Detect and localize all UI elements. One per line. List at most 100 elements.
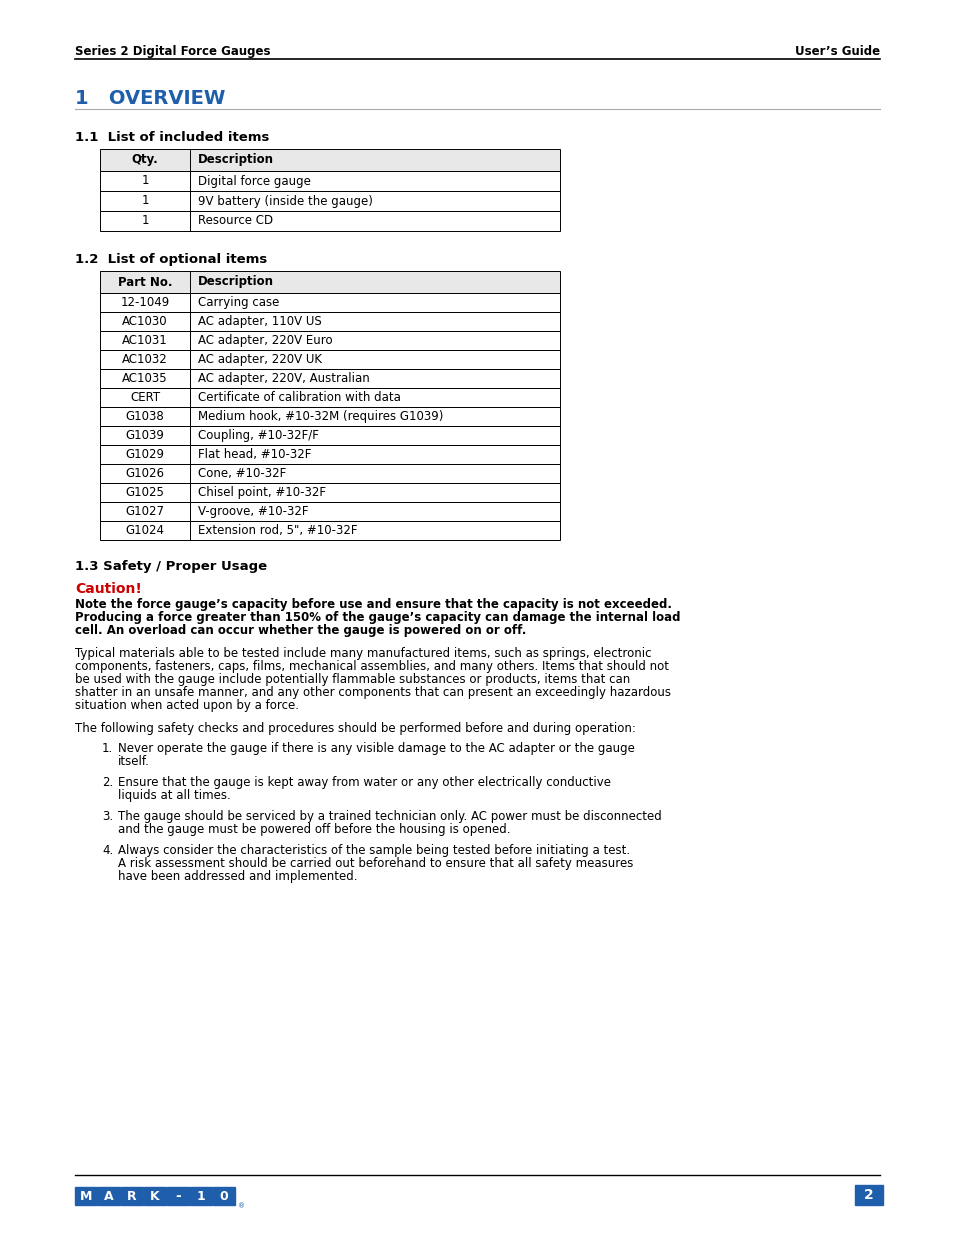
Text: 4.: 4. [102, 844, 113, 857]
FancyBboxPatch shape [98, 1187, 120, 1205]
Text: G1026: G1026 [126, 467, 164, 480]
Text: -: - [175, 1189, 181, 1203]
Text: R: R [127, 1189, 136, 1203]
Text: 1: 1 [141, 215, 149, 227]
Text: liquids at all times.: liquids at all times. [118, 789, 231, 802]
Text: Medium hook, #10-32M (requires G1039): Medium hook, #10-32M (requires G1039) [198, 410, 443, 424]
Text: The gauge should be serviced by a trained technician only. AC power must be disc: The gauge should be serviced by a traine… [118, 810, 661, 823]
FancyBboxPatch shape [100, 350, 559, 369]
Text: G1024: G1024 [126, 524, 164, 537]
Text: have been addressed and implemented.: have been addressed and implemented. [118, 869, 357, 883]
Text: G1039: G1039 [126, 429, 164, 442]
Text: AC1031: AC1031 [122, 333, 168, 347]
Text: 2.: 2. [102, 776, 113, 789]
Text: Carrying case: Carrying case [198, 296, 279, 309]
Text: 9V battery (inside the gauge): 9V battery (inside the gauge) [198, 194, 373, 207]
Text: 3.: 3. [102, 810, 113, 823]
Text: Note the force gauge’s capacity before use and ensure that the capacity is not e: Note the force gauge’s capacity before u… [75, 598, 671, 611]
Text: Description: Description [198, 153, 274, 167]
Text: 1: 1 [141, 174, 149, 188]
FancyBboxPatch shape [100, 331, 559, 350]
Text: 1.1  List of included items: 1.1 List of included items [75, 131, 269, 144]
FancyBboxPatch shape [100, 191, 559, 211]
Text: AC adapter, 220V, Australian: AC adapter, 220V, Australian [198, 372, 370, 385]
Text: AC1032: AC1032 [122, 353, 168, 366]
Text: Never operate the gauge if there is any visible damage to the AC adapter or the : Never operate the gauge if there is any … [118, 742, 634, 755]
Text: CERT: CERT [130, 391, 160, 404]
Text: Coupling, #10-32F/F: Coupling, #10-32F/F [198, 429, 318, 442]
Text: User’s Guide: User’s Guide [794, 44, 879, 58]
Text: Ensure that the gauge is kept away from water or any other electrically conducti: Ensure that the gauge is kept away from … [118, 776, 610, 789]
FancyBboxPatch shape [100, 388, 559, 408]
Text: V-groove, #10-32F: V-groove, #10-32F [198, 505, 308, 517]
Text: G1027: G1027 [126, 505, 164, 517]
Text: 1: 1 [141, 194, 149, 207]
FancyBboxPatch shape [100, 501, 559, 521]
Text: Cone, #10-32F: Cone, #10-32F [198, 467, 286, 480]
Text: cell. An overload can occur whether the gauge is powered on or off.: cell. An overload can occur whether the … [75, 624, 526, 637]
FancyBboxPatch shape [75, 1187, 97, 1205]
Text: situation when acted upon by a force.: situation when acted upon by a force. [75, 699, 298, 713]
FancyBboxPatch shape [167, 1187, 189, 1205]
Text: A risk assessment should be carried out beforehand to ensure that all safety mea: A risk assessment should be carried out … [118, 857, 633, 869]
FancyBboxPatch shape [100, 149, 559, 170]
Text: itself.: itself. [118, 755, 150, 768]
Text: M: M [80, 1189, 92, 1203]
Text: Series 2 Digital Force Gauges: Series 2 Digital Force Gauges [75, 44, 271, 58]
FancyBboxPatch shape [100, 521, 559, 540]
Text: AC1035: AC1035 [122, 372, 168, 385]
FancyBboxPatch shape [854, 1186, 882, 1205]
Text: 12-1049: 12-1049 [120, 296, 170, 309]
Text: 1.3 Safety / Proper Usage: 1.3 Safety / Proper Usage [75, 559, 267, 573]
Text: shatter in an unsafe manner, and any other components that can present an exceed: shatter in an unsafe manner, and any oth… [75, 685, 670, 699]
Text: 1.: 1. [102, 742, 113, 755]
Text: be used with the gauge include potentially flammable substances or products, ite: be used with the gauge include potential… [75, 673, 630, 685]
Text: AC adapter, 220V Euro: AC adapter, 220V Euro [198, 333, 333, 347]
Text: and the gauge must be powered off before the housing is opened.: and the gauge must be powered off before… [118, 823, 510, 836]
Text: Caution!: Caution! [75, 582, 142, 597]
FancyBboxPatch shape [100, 270, 559, 293]
Text: Typical materials able to be tested include many manufactured items, such as spr: Typical materials able to be tested incl… [75, 647, 651, 659]
Text: AC adapter, 220V UK: AC adapter, 220V UK [198, 353, 322, 366]
FancyBboxPatch shape [100, 211, 559, 231]
Text: 1: 1 [196, 1189, 205, 1203]
FancyBboxPatch shape [100, 483, 559, 501]
Text: Certificate of calibration with data: Certificate of calibration with data [198, 391, 400, 404]
Text: K: K [150, 1189, 160, 1203]
FancyBboxPatch shape [100, 426, 559, 445]
FancyBboxPatch shape [100, 464, 559, 483]
FancyBboxPatch shape [100, 369, 559, 388]
Text: ®: ® [237, 1203, 245, 1209]
FancyBboxPatch shape [190, 1187, 212, 1205]
Text: G1029: G1029 [126, 448, 164, 461]
Text: 2: 2 [863, 1188, 873, 1202]
Text: Always consider the characteristics of the sample being tested before initiating: Always consider the characteristics of t… [118, 844, 630, 857]
Text: Flat head, #10-32F: Flat head, #10-32F [198, 448, 311, 461]
Text: components, fasteners, caps, films, mechanical assemblies, and many others. Item: components, fasteners, caps, films, mech… [75, 659, 668, 673]
Text: Chisel point, #10-32F: Chisel point, #10-32F [198, 487, 326, 499]
Text: A: A [104, 1189, 113, 1203]
FancyBboxPatch shape [144, 1187, 166, 1205]
Text: Producing a force greater than 150% of the gauge’s capacity can damage the inter: Producing a force greater than 150% of t… [75, 611, 679, 624]
FancyBboxPatch shape [100, 170, 559, 191]
FancyBboxPatch shape [121, 1187, 143, 1205]
Text: The following safety checks and procedures should be performed before and during: The following safety checks and procedur… [75, 722, 636, 735]
FancyBboxPatch shape [100, 312, 559, 331]
Text: G1025: G1025 [126, 487, 164, 499]
Text: AC1030: AC1030 [122, 315, 168, 329]
Text: Digital force gauge: Digital force gauge [198, 174, 311, 188]
Text: 1.2  List of optional items: 1.2 List of optional items [75, 253, 267, 266]
Text: Resource CD: Resource CD [198, 215, 273, 227]
FancyBboxPatch shape [213, 1187, 234, 1205]
Text: Part No.: Part No. [117, 275, 172, 289]
Text: 1   OVERVIEW: 1 OVERVIEW [75, 89, 225, 107]
FancyBboxPatch shape [100, 293, 559, 312]
Text: G1038: G1038 [126, 410, 164, 424]
Text: Description: Description [198, 275, 274, 289]
Text: 0: 0 [219, 1189, 228, 1203]
Text: Qty.: Qty. [132, 153, 158, 167]
Text: AC adapter, 110V US: AC adapter, 110V US [198, 315, 321, 329]
FancyBboxPatch shape [100, 445, 559, 464]
FancyBboxPatch shape [100, 408, 559, 426]
Text: Extension rod, 5", #10-32F: Extension rod, 5", #10-32F [198, 524, 357, 537]
